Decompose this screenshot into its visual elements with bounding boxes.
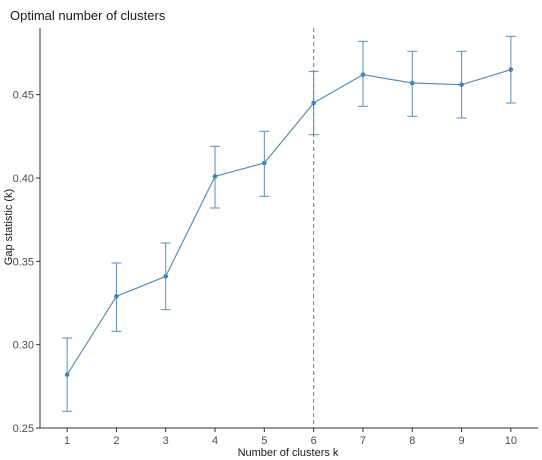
data-point: [409, 80, 415, 86]
data-point: [262, 160, 267, 166]
data-point: [508, 67, 514, 72]
x-tick-label: 4: [212, 435, 218, 447]
data-point: [311, 100, 316, 106]
data-point: [163, 274, 169, 279]
y-tick-label: 0.30: [13, 340, 34, 352]
y-axis-title: Gap statistic (k): [3, 189, 15, 265]
x-tick-label: 9: [459, 435, 465, 447]
y-tick-label: 0.25: [13, 423, 34, 435]
data-point: [114, 294, 119, 299]
x-tick-label: 8: [409, 435, 415, 447]
x-tick-label: 5: [261, 435, 267, 447]
y-tick-label: 0.35: [13, 256, 34, 268]
x-tick-label: 3: [163, 435, 169, 447]
x-axis-title: Number of clusters k: [238, 447, 339, 459]
x-tick-label: 1: [64, 435, 70, 447]
data-point: [64, 372, 70, 377]
y-tick-label: 0.45: [13, 90, 34, 102]
data-point: [212, 174, 218, 179]
plot-area: 0.25 0.30 0.35 0.40 0.45 1 2 3 4 5 6 7 8 9 10: [13, 28, 538, 447]
x-tick-label: 10: [505, 435, 517, 447]
chart-title: Optimal number of clusters: [10, 8, 166, 23]
y-tick-label: 0.40: [13, 173, 34, 185]
x-tick-label: 7: [360, 435, 366, 447]
data-point: [360, 72, 366, 77]
series-line: [66, 69, 512, 375]
data-point: [459, 82, 464, 87]
x-tick-label: 6: [311, 435, 317, 447]
x-tick-label: 2: [113, 435, 119, 447]
